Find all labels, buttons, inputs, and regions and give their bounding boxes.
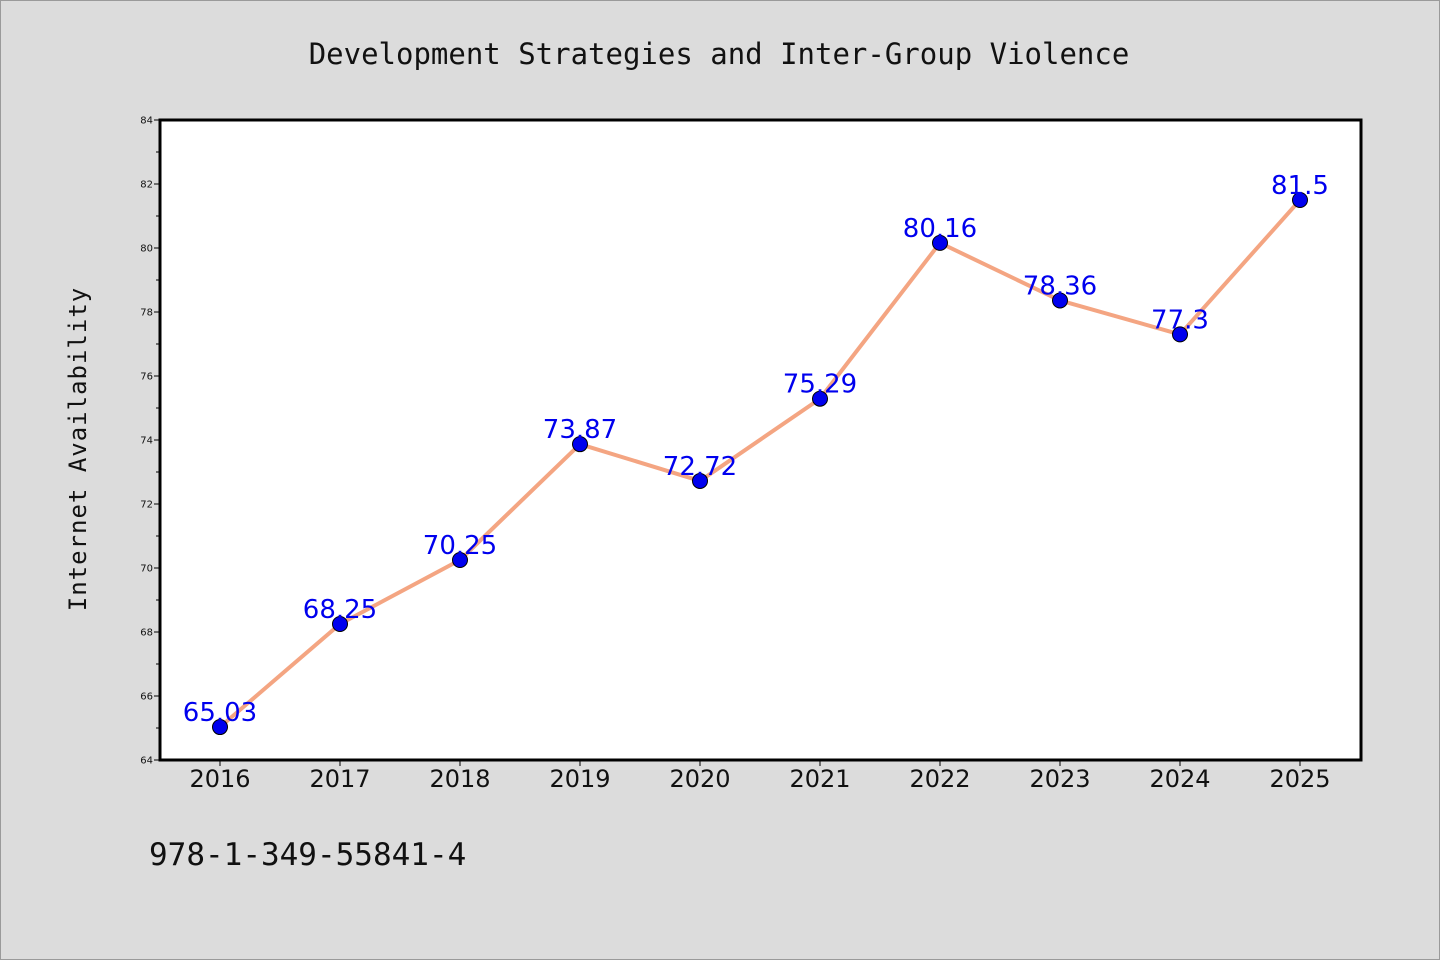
footer-code: 978-1-349-55841-4 [149,837,466,873]
x-tick-label: 2020 [669,765,730,793]
data-point-marker [332,616,348,632]
y-tick-label: 76 [140,372,153,383]
data-point-marker [452,552,468,568]
series-line [218,198,1302,729]
data-label: 78.36 [1023,271,1097,301]
data-label: 81.5 [1271,171,1329,201]
data-point-marker [1292,192,1308,208]
data-point-marker [572,436,588,453]
x-tick-label: 2024 [1149,765,1210,793]
data-point-marker [1052,292,1068,309]
y-axis-ticks: 64 66 68 70 72 74 76 78 80 82 84 [140,116,160,767]
data-label: 80.16 [903,214,977,244]
data-label: 68.25 [303,595,377,625]
data-label: 75.29 [783,370,857,400]
data-label: 73.87 [543,415,617,445]
data-point-marker [812,390,828,407]
x-tick-label: 2019 [549,765,610,793]
y-tick-label: 70 [140,564,153,575]
data-label: 72.72 [663,452,737,482]
y-tick-label: 74 [140,436,153,447]
data-label: 65.03 [183,698,257,728]
x-tick-label: 2023 [1029,765,1090,793]
data-labels: 65.03 68.25 70.25 73.87 72.72 75.29 80.16 78.36… [183,171,1329,728]
data-point-marker [932,234,948,251]
y-tick-label: 82 [140,180,153,191]
x-tick-label: 2025 [1269,765,1330,793]
data-label: 77.3 [1151,305,1209,335]
y-tick-label: 64 [140,756,153,767]
y-tick-label: 72 [140,500,153,511]
data-label: 70.25 [423,531,497,561]
chart-title: Development Strategies and Inter-Group V… [309,37,1130,71]
x-tick-label: 2016 [189,765,250,793]
data-point-marker [1172,326,1188,343]
x-tick-label: 2017 [309,765,370,793]
x-axis-ticks: 2016 2017 2018 2019 2020 2021 2022 2023 2024 2025 [189,760,1331,793]
data-series [212,192,1308,736]
x-tick-label: 2021 [789,765,850,793]
data-point-marker [212,719,228,736]
x-tick-label: 2022 [909,765,970,793]
y-tick-label: 78 [140,308,153,319]
x-tick-label: 2018 [429,765,490,793]
y-tick-label: 66 [140,692,153,703]
data-point-marker [692,472,708,489]
y-tick-label: 80 [140,244,153,255]
y-tick-label: 68 [140,628,153,639]
y-tick-label: 84 [140,116,153,127]
y-axis-label: Internet Availability [64,287,92,611]
